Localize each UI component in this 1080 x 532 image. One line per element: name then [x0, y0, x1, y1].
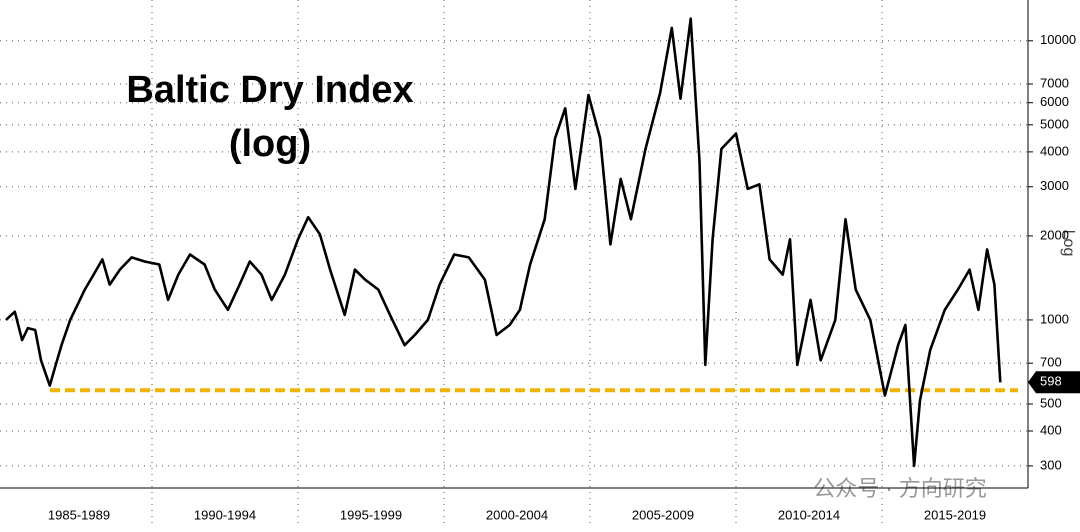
- y-tick-label: 2000: [1040, 227, 1069, 242]
- y-tick-label: 6000: [1040, 94, 1069, 109]
- x-tick-label: 2015-2019: [924, 507, 986, 522]
- x-tick-label: 1995-1999: [340, 507, 402, 522]
- y-tick-label: 10000: [1040, 32, 1076, 47]
- x-tick-label: 2000-2004: [486, 507, 548, 522]
- y-tick-label: 700: [1040, 355, 1062, 370]
- x-tick-label: 2010-2014: [778, 507, 840, 522]
- data-line: [5, 17, 1002, 468]
- y-tick-label: 4000: [1040, 143, 1069, 158]
- x-tick-label: 1990-1994: [194, 507, 256, 522]
- y-tick-label: 7000: [1040, 75, 1069, 90]
- chart-subtitle: (log): [229, 123, 311, 165]
- y-tick-label: 1000: [1040, 311, 1069, 326]
- y-tick-label: 3000: [1040, 178, 1069, 193]
- x-tick-label: 1985-1989: [48, 507, 110, 522]
- y-tick-label: 5000: [1040, 116, 1069, 131]
- y-tick-label: 400: [1040, 422, 1062, 437]
- y-axis-label: Log: [1060, 230, 1077, 257]
- y-tick-label: 500: [1040, 395, 1062, 410]
- last-value-label: 598: [1040, 374, 1062, 389]
- x-tick-label: 2005-2009: [632, 507, 694, 522]
- chart-title: Baltic Dry Index: [126, 69, 413, 111]
- y-tick-label: 300: [1040, 457, 1062, 472]
- last-value-box: [1028, 371, 1080, 394]
